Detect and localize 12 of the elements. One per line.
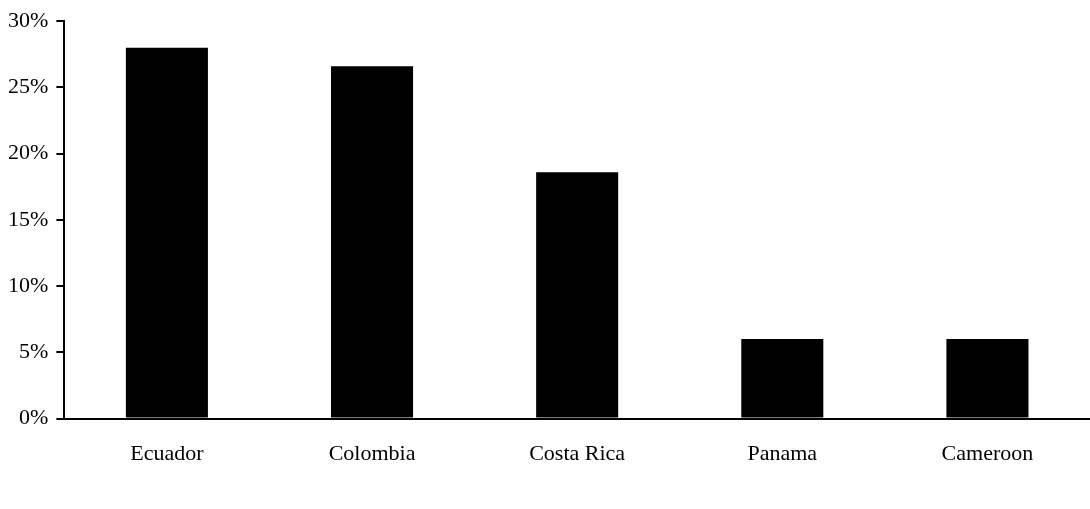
y-tick-label: 0% (19, 404, 49, 430)
x-tick-label: Panama (747, 439, 818, 465)
x-tick-label: Colombia (328, 439, 416, 465)
x-tick-label: Costa Rica (529, 439, 626, 465)
y-tick-label: 25% (8, 73, 49, 99)
y-tick-label: 20% (8, 139, 49, 165)
x-tick-label: Cameroon (941, 439, 1034, 465)
y-tick-label: 15% (8, 205, 49, 231)
x-tick-label: Ecuador (130, 439, 205, 465)
y-tick-label: 30% (8, 6, 49, 32)
y-tick-label: 5% (19, 338, 49, 364)
y-tick-label: 10% (8, 271, 49, 297)
